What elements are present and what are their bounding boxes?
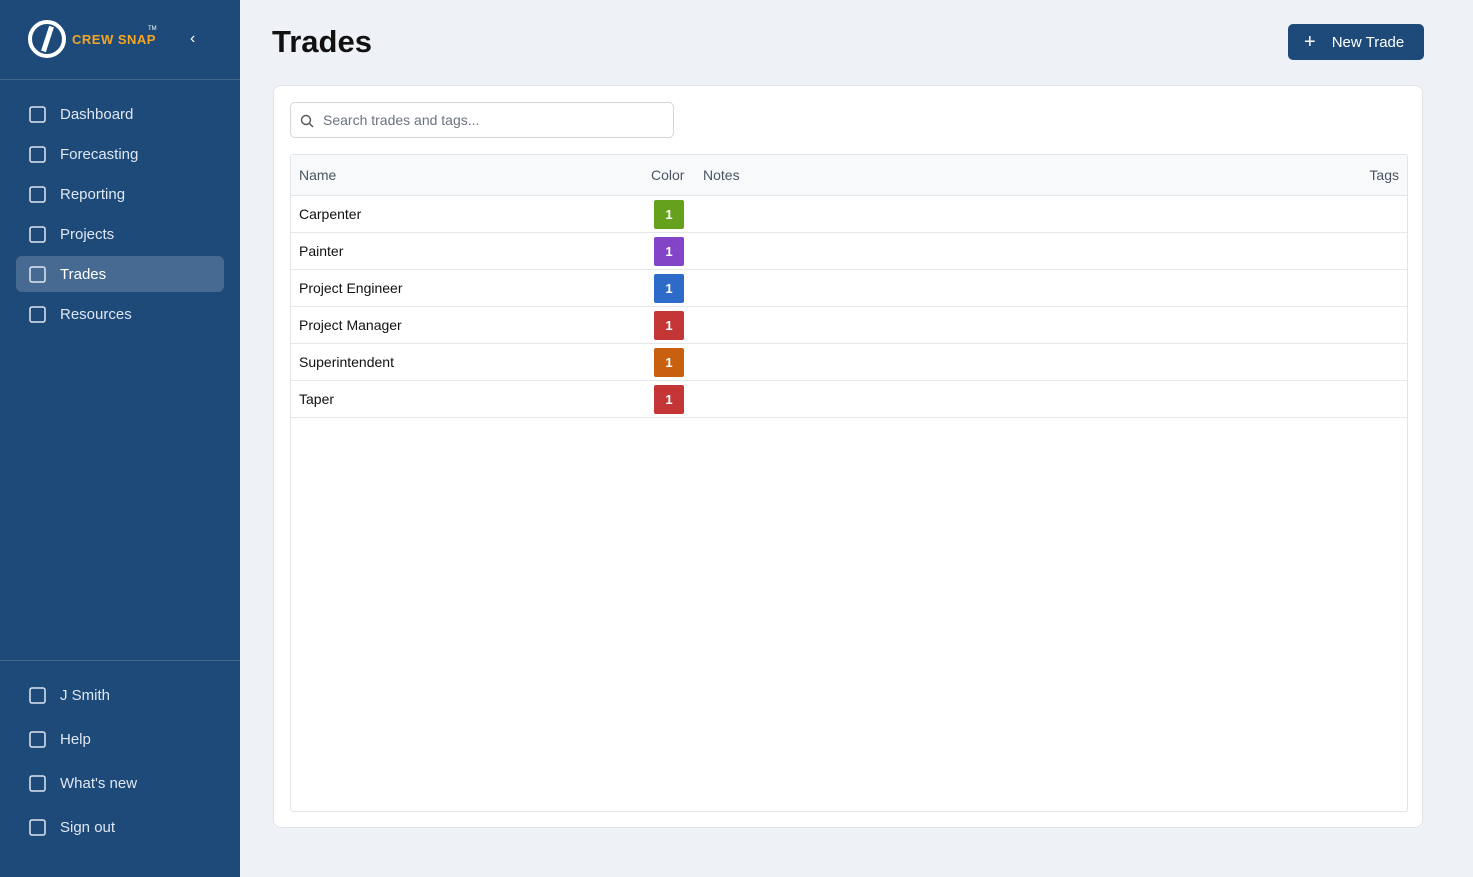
footer-item[interactable]: Sign out (16, 809, 224, 845)
nav-icon (29, 105, 46, 123)
color-badge: 1 (654, 274, 684, 303)
nav-icon (29, 225, 46, 243)
table-row[interactable]: Taper 1 (291, 381, 1407, 418)
column-header: Tags (1369, 167, 1399, 183)
color-badge: 1 (654, 385, 684, 414)
nav-icon (29, 145, 46, 163)
logo: CREW SNAP TM ‹ (0, 0, 240, 80)
nav-icon (29, 305, 46, 323)
button-label: New Trade (1331, 33, 1405, 51)
trade-name: Taper (299, 391, 335, 407)
trademark: TM (148, 26, 157, 32)
nav-icon (29, 774, 46, 792)
nav-icon (29, 686, 46, 704)
nav-label: Reporting (60, 185, 126, 203)
color-badge: 1 (654, 348, 684, 377)
nav-item[interactable]: Resources (16, 296, 224, 332)
search-input[interactable]: Search trades and tags... (290, 102, 674, 138)
new-trade-button[interactable]: + New Trade (1288, 24, 1424, 60)
footer-item[interactable]: J Smith (16, 677, 224, 713)
nav-label: Projects (60, 225, 115, 243)
table-row[interactable]: Project Engineer 1 (291, 270, 1407, 307)
color-badge: 1 (654, 200, 684, 229)
nav-item[interactable]: Reporting (16, 176, 224, 212)
trades-table: Name Color Notes Tags Carpenter 1 Painter 1 Proj… (290, 154, 1408, 812)
footer-item[interactable]: What's new (16, 765, 224, 801)
color-badge: 1 (654, 237, 684, 266)
nav-item[interactable]: Dashboard (16, 96, 224, 132)
card: Search trades and tags... Name Color Notes… (273, 85, 1423, 828)
table-row[interactable]: Painter 1 (291, 233, 1407, 270)
footer-item[interactable]: Help (16, 721, 224, 757)
column-header: Name (299, 167, 337, 183)
nav-label: Trades (60, 265, 107, 283)
search-icon (300, 114, 314, 128)
nav-icon (29, 185, 46, 203)
table-row[interactable]: Superintendent 1 (291, 344, 1407, 381)
color-badge: 1 (654, 311, 684, 340)
search-placeholder: Search trades and tags... (323, 112, 480, 128)
nav-item[interactable]: Trades (16, 256, 224, 292)
trade-name: Carpenter (299, 206, 362, 222)
table-row[interactable]: Project Manager 1 (291, 307, 1407, 344)
footer-label: J Smith (60, 686, 111, 704)
trade-name: Project Manager (299, 317, 402, 333)
nav-icon (29, 730, 46, 748)
nav-icon (29, 818, 46, 836)
sidebar: CREW SNAP TM ‹ Dashboard Forecasting Repor… (0, 0, 240, 877)
nav-label: Resources (60, 305, 132, 323)
footer-label: Help (60, 730, 91, 748)
logo-text: CREW SNAP (72, 32, 156, 47)
trade-name: Project Engineer (299, 280, 403, 296)
nav-icon (29, 265, 46, 283)
column-header: Notes (703, 167, 740, 183)
logo-icon (28, 20, 66, 58)
footer-label: Sign out (60, 818, 116, 836)
table-row[interactable]: Carpenter 1 (291, 196, 1407, 233)
page-title: Trades (272, 24, 372, 59)
trade-name: Painter (299, 243, 344, 259)
collapse-button[interactable]: ‹ (190, 30, 196, 47)
footer-label: What's new (60, 774, 138, 792)
column-header: Color (651, 167, 685, 183)
trade-name: Superintendent (299, 354, 394, 370)
nav-item[interactable]: Forecasting (16, 136, 224, 172)
nav-item[interactable]: Projects (16, 216, 224, 252)
divider (0, 660, 240, 661)
table-header: Name Color Notes Tags (291, 155, 1407, 196)
nav-label: Dashboard (60, 105, 134, 123)
nav-label: Forecasting (60, 145, 139, 163)
